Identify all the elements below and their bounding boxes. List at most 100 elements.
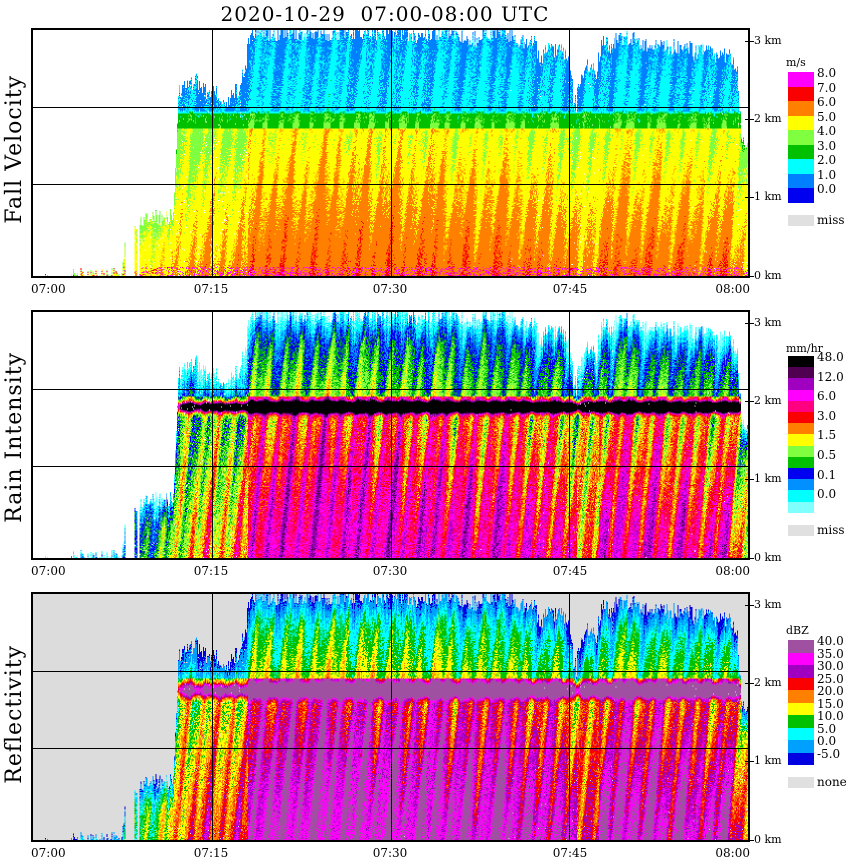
colorbar-tick-label: 1.5 <box>817 428 837 443</box>
gridline-0730 <box>390 312 392 558</box>
colorbar-missing-swatch <box>788 214 814 226</box>
alt-label-3km-p2: 3 km <box>754 598 782 611</box>
alt-label-0km-p1: 0 km <box>754 551 782 564</box>
colorbar-band <box>788 665 814 678</box>
xlabel-0745-p0: 07:45 <box>552 282 588 296</box>
colorbar-band <box>788 72 814 87</box>
alt-label-1km-p1: 1 km <box>754 472 782 485</box>
colorbar-tick-label: 15.0 <box>817 696 844 711</box>
alt-tick-2km-p1 <box>745 401 754 402</box>
colorbar-missing-label: miss <box>817 212 845 227</box>
colorbar-missing-swatch <box>788 524 814 536</box>
colorbar-tick-label: 20.0 <box>817 684 844 698</box>
alt-label-0km-p2: 0 km <box>754 833 782 846</box>
gridline-0730 <box>390 30 392 276</box>
colorbar-tick-label: 25.0 <box>817 671 844 686</box>
colorbar-tick-label: 3.0 <box>817 408 837 423</box>
colorbar-band <box>788 412 814 424</box>
colorbar-tick-label: 3.0 <box>817 138 837 153</box>
colorbar-tick-label: 0.1 <box>817 467 837 482</box>
ylabel-reflectivity: Reflectivity <box>2 645 27 784</box>
xlabel-0730-p2: 07:30 <box>372 846 408 860</box>
alt-label-2km-p0: 2 km <box>754 112 782 125</box>
colorbar-band <box>788 173 814 188</box>
colorbar-tick-label: 8.0 <box>817 66 837 80</box>
alt-label-0km-p0: 0 km <box>754 269 782 282</box>
colorbar-band <box>788 702 814 715</box>
colorbar-band <box>788 378 814 390</box>
xlabel-0730-p1: 07:30 <box>372 564 408 578</box>
xlabel-0745-p2: 07:45 <box>552 846 588 860</box>
alt-tick-0km-p0 <box>745 276 754 277</box>
colorbar-tick-label: 0.5 <box>817 448 837 462</box>
colorbar-tick-label: 10.0 <box>817 709 844 723</box>
colorbar-band <box>788 677 814 690</box>
alt-tick-3km-p1 <box>745 323 754 324</box>
alt-label-2km-p2: 2 km <box>754 676 782 689</box>
alt-tick-1km-p1 <box>745 479 754 480</box>
colorbar-band <box>788 490 814 502</box>
xlabel-0715-p2: 07:15 <box>193 846 229 860</box>
colorbar-tick-label: 0.0 <box>817 182 837 196</box>
colorbar-tick-label: 5.0 <box>817 109 837 124</box>
colorbar-unit-reflectivity: dBZ <box>786 624 809 637</box>
colorbar-band <box>788 479 814 491</box>
gridline-0715 <box>211 30 213 276</box>
colorbar-tick-label: 48.0 <box>817 350 844 364</box>
colorbar-band <box>788 752 814 765</box>
alt-tick-1km-p0 <box>745 197 754 198</box>
panel-rain-intensity <box>31 310 750 560</box>
colorbar-band <box>788 389 814 401</box>
ylabel-fall-velocity: Fall Velocity <box>2 75 27 224</box>
colorbar-band <box>788 423 814 435</box>
xlabel-0700-p0: 07:00 <box>31 282 66 296</box>
alt-tick-3km-p2 <box>745 605 754 606</box>
alt-label-2km-p1: 2 km <box>754 394 782 407</box>
xlabel-0715-p1: 07:15 <box>193 564 229 578</box>
colorbar-band <box>788 115 814 130</box>
colorbar-unit-rain-intensity: mm/hr <box>786 342 823 355</box>
page-title: 2020-10-29 07:00-08:00 UTC <box>220 2 550 26</box>
colorbar-tick-label: 1.0 <box>817 167 837 182</box>
alt-tick-0km-p2 <box>745 840 754 841</box>
colorbar-missing-swatch <box>788 777 814 788</box>
colorbar-band <box>788 445 814 457</box>
colorbar-unit-fall-velocity: m/s <box>786 56 806 69</box>
colorbar-band <box>788 740 814 753</box>
colorbar-missing-label: miss <box>817 522 845 537</box>
colorbar-missing-label: none <box>817 775 847 789</box>
xlabel-0700-p1: 07:00 <box>31 564 66 578</box>
alt-tick-0km-p1 <box>745 558 754 559</box>
alt-tick-1km-p2 <box>745 761 754 762</box>
colorbar-tick-label: 0.0 <box>817 487 837 502</box>
colorbar-band <box>788 434 814 446</box>
colorbar-band <box>788 101 814 116</box>
colorbar-tick-label: 0.0 <box>817 734 837 748</box>
colorbar-band <box>788 715 814 728</box>
colorbar-tick-label: 6.0 <box>817 389 837 404</box>
colorbar-band <box>788 144 814 159</box>
colorbar-band <box>788 652 814 665</box>
colorbar-band <box>788 400 814 412</box>
colorbar-tick-label: 4.0 <box>817 124 837 138</box>
alt-label-1km-p2: 1 km <box>754 754 782 767</box>
alt-tick-3km-p0 <box>745 41 754 42</box>
alt-tick-2km-p0 <box>745 119 754 120</box>
panel-fall-velocity <box>31 28 750 278</box>
colorbar-band <box>788 501 814 513</box>
xlabel-0700-p2: 07:00 <box>31 846 66 860</box>
xlabel-0800-p0: 08:00 <box>715 282 750 296</box>
alt-tick-2km-p2 <box>745 683 754 684</box>
colorbar-band <box>788 456 814 468</box>
xlabel-0745-p1: 07:45 <box>552 564 588 578</box>
colorbar-band <box>788 367 814 379</box>
colorbar-band <box>788 159 814 174</box>
colorbar-band <box>788 727 814 740</box>
gridline-0745 <box>569 312 571 558</box>
colorbar-band <box>788 188 814 203</box>
colorbar-tick-label: 7.0 <box>817 80 837 95</box>
colorbar-tick-label: -5.0 <box>817 746 841 761</box>
panel-reflectivity <box>31 592 750 842</box>
colorbar-tick-label: 2.0 <box>817 153 837 167</box>
xlabel-0800-p1: 08:00 <box>715 564 750 578</box>
